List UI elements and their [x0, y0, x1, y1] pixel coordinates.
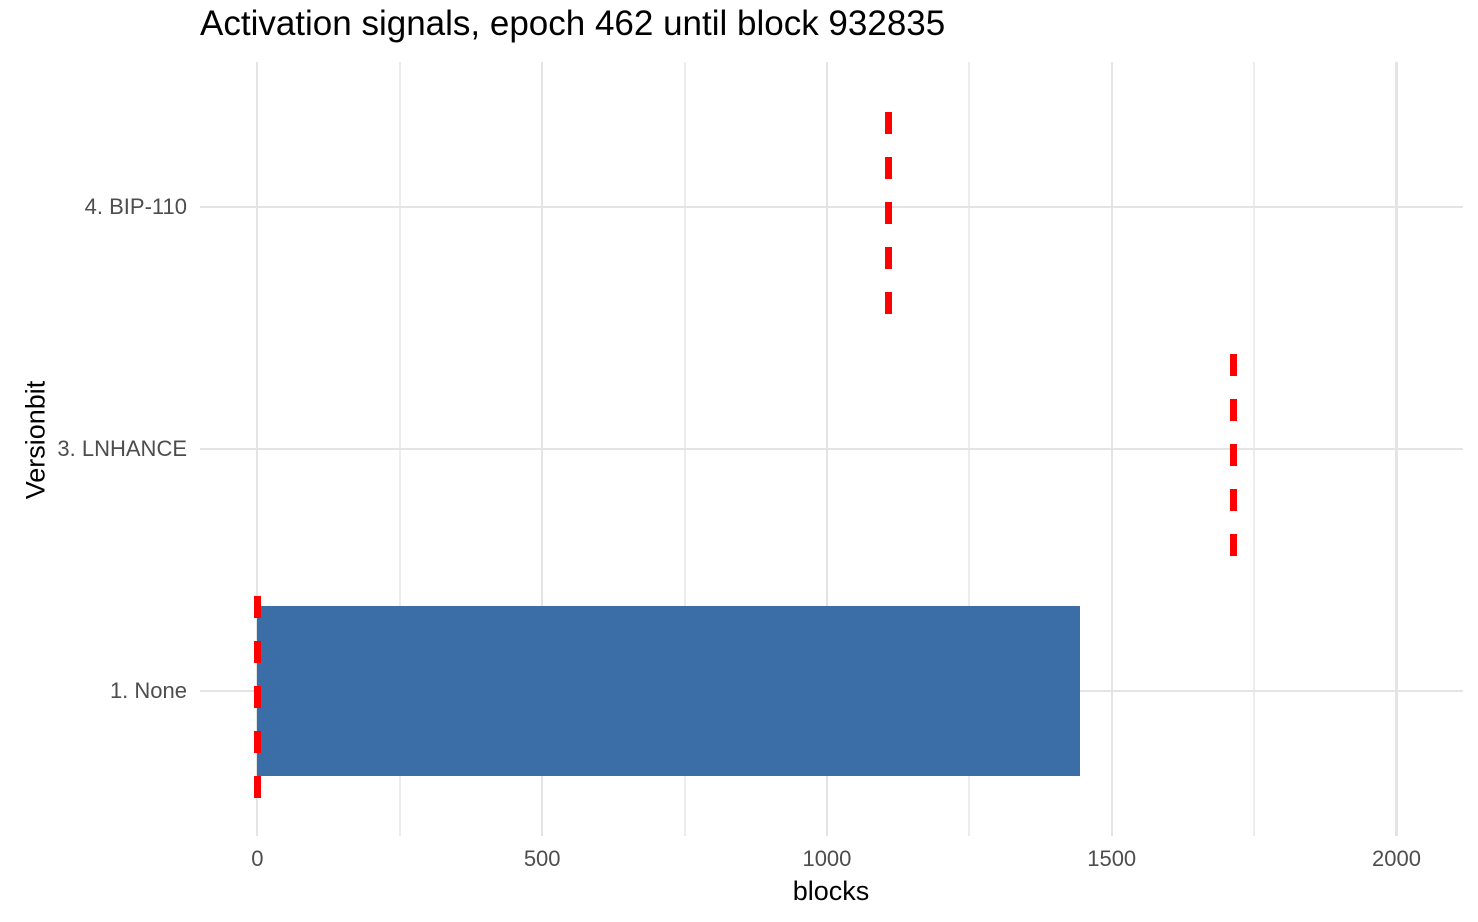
y-category-label: 4. BIP-110	[84, 194, 187, 220]
x-tick-label: 1500	[1087, 846, 1137, 871]
grid-major-hline	[200, 206, 1463, 209]
x-tick-label: 0	[251, 846, 264, 871]
signal-count-bar	[257, 606, 1080, 776]
x-axis-title: blocks	[792, 876, 870, 906]
threshold-dashed-line	[885, 112, 893, 315]
grid-major-hline	[200, 447, 1463, 451]
plot-panel	[200, 62, 1463, 836]
y-category-label: 3. LNHANCE	[57, 436, 187, 461]
threshold-dashed-line	[253, 595, 261, 798]
threshold-dashed-line	[1229, 354, 1237, 556]
y-category-label: 1. None	[109, 677, 187, 703]
x-tick-label: 500	[523, 846, 561, 871]
chart-title: Activation signals, epoch 462 until bloc…	[200, 4, 946, 43]
x-tick-label: 1000	[802, 846, 852, 871]
x-tick-label: 2000	[1371, 846, 1421, 871]
